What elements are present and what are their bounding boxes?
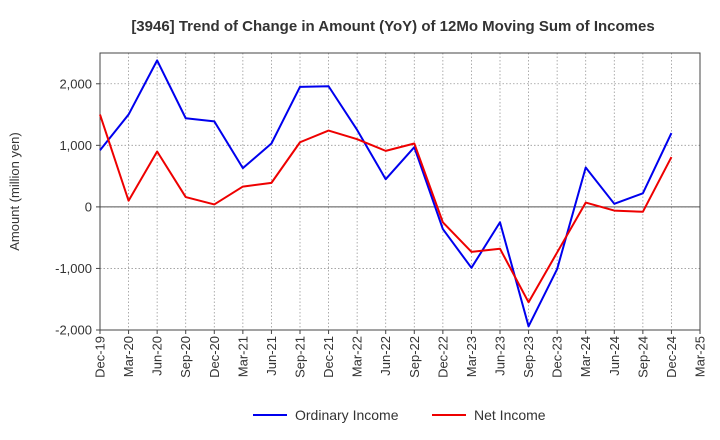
y-tick-label: -1,000 <box>55 261 92 276</box>
x-tick-label: Sep-20 <box>178 336 193 378</box>
x-tick-label: Mar-25 <box>693 336 708 377</box>
grid-lines <box>99 53 701 331</box>
series-line-ordinary-income <box>99 59 673 328</box>
legend: Ordinary Income Net Income <box>253 407 546 423</box>
x-tick-label: Dec-20 <box>207 336 222 378</box>
y-tick-label: 0 <box>85 199 92 214</box>
x-tick-label: Jun-23 <box>493 336 508 376</box>
x-tick-label: Jun-22 <box>378 336 393 376</box>
y-axis-label: Amount (million yen) <box>7 132 22 251</box>
x-tick-label: Mar-24 <box>578 336 593 377</box>
x-axis-ticks: Dec-19 Mar-20 Jun-20 Sep-20 Dec-20 Mar-21 Jun-… <box>93 330 708 378</box>
x-tick-label: Sep-22 <box>407 336 422 378</box>
x-tick-label: Dec-22 <box>435 336 450 378</box>
chart-title: [3946] Trend of Change in Amount (YoY) o… <box>131 18 654 35</box>
y-tick-label: 2,000 <box>59 76 92 91</box>
x-tick-label: Dec-19 <box>93 336 108 378</box>
x-tick-label: Mar-22 <box>350 336 365 377</box>
x-tick-label: Dec-23 <box>550 336 565 378</box>
x-tick-label: Mar-20 <box>121 336 136 377</box>
x-tick-label: Sep-24 <box>635 336 650 378</box>
x-tick-label: Mar-23 <box>464 336 479 377</box>
x-tick-label: Sep-21 <box>293 336 308 378</box>
x-tick-label: Mar-21 <box>235 336 250 377</box>
x-tick-label: Dec-21 <box>321 336 336 378</box>
y-tick-label: -2,000 <box>55 323 92 338</box>
legend-label: Ordinary Income <box>295 407 399 423</box>
series-lines <box>99 59 673 328</box>
x-tick-label: Sep-23 <box>521 336 536 378</box>
x-tick-label: Jun-24 <box>607 336 622 376</box>
x-tick-label: Dec-24 <box>664 336 679 378</box>
x-tick-label: Jun-21 <box>264 336 279 376</box>
plot-area <box>99 52 701 331</box>
series-line-net-income <box>99 114 673 304</box>
legend-label: Net Income <box>474 407 546 423</box>
y-tick-label: 1,000 <box>59 138 92 153</box>
x-tick-label: Jun-20 <box>150 336 165 376</box>
y-axis-ticks: -2,000 -1,000 0 1,000 2,000 <box>55 76 100 338</box>
